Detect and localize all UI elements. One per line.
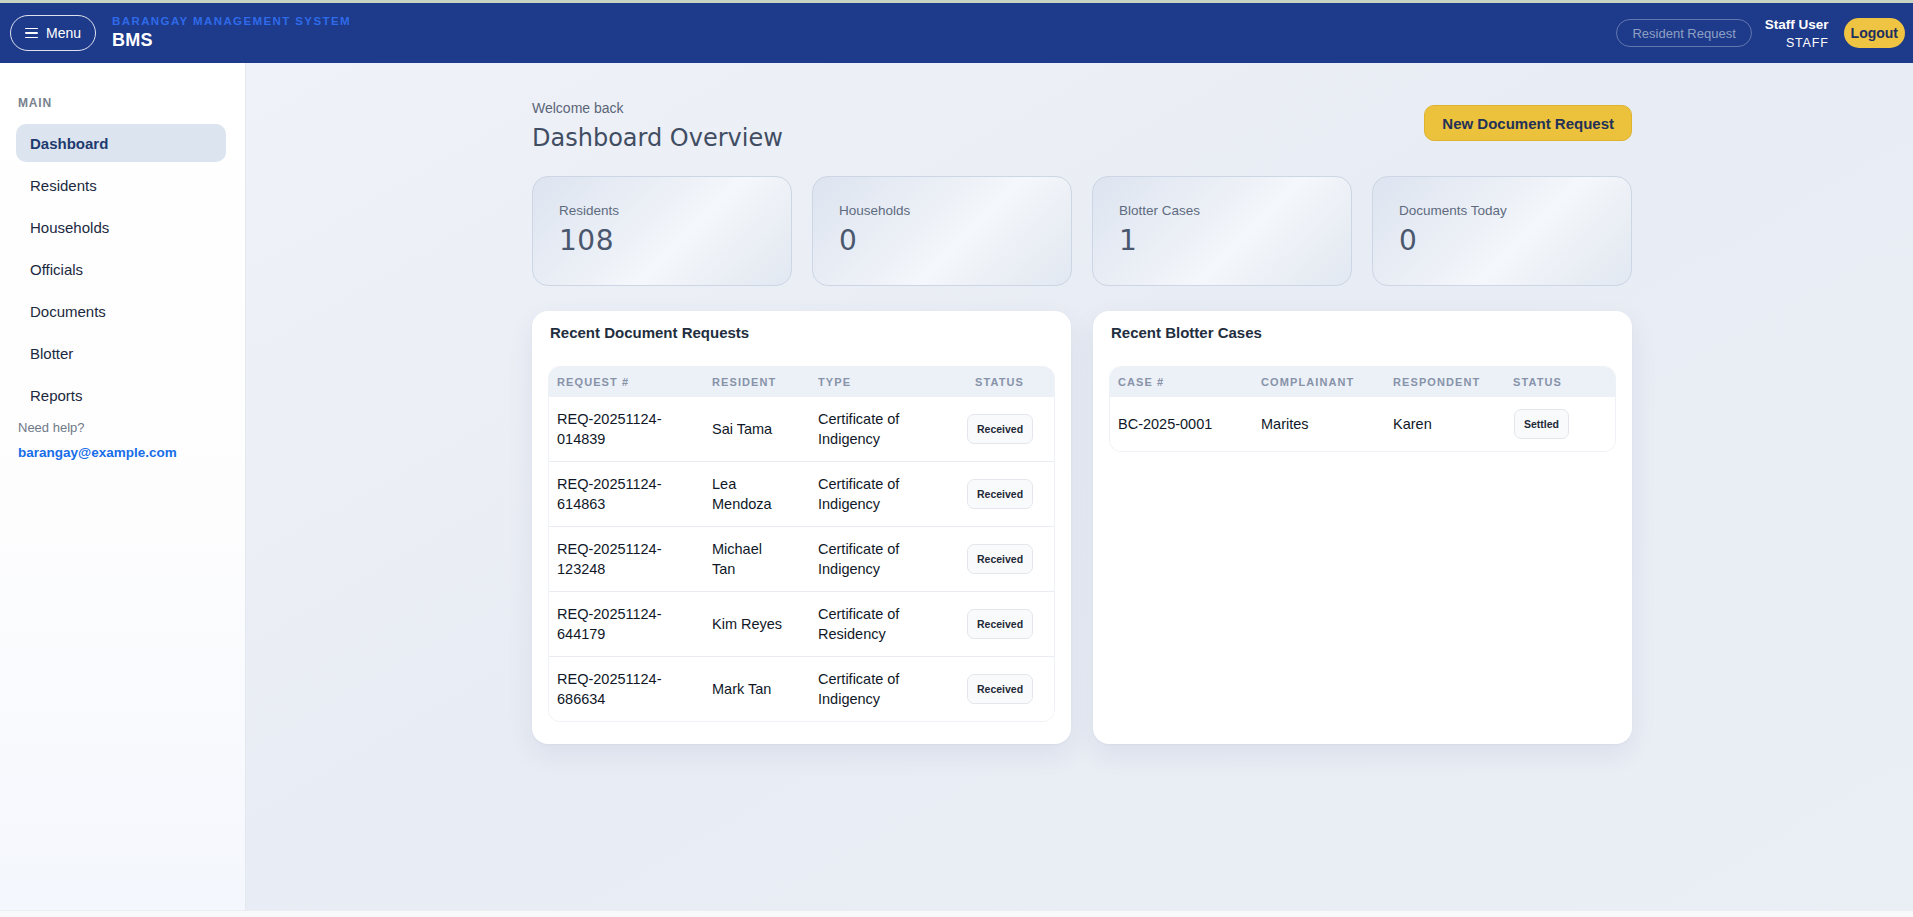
column-header: REQUEST # bbox=[549, 376, 704, 388]
stat-card-documents-today: Documents Today 0 bbox=[1372, 176, 1632, 286]
respondent-name: Karen bbox=[1385, 402, 1505, 446]
recent-document-requests-panel: Recent Document Requests REQUEST # RESID… bbox=[532, 311, 1071, 744]
table-row[interactable]: REQ-20251124-644179 Kim Reyes Certificat… bbox=[549, 591, 1054, 656]
stat-label: Blotter Cases bbox=[1119, 203, 1351, 218]
brand-title: BMS bbox=[112, 30, 351, 51]
blotter-cases-table: CASE # COMPLAINANT RESPONDENT STATUS BC-… bbox=[1109, 366, 1616, 452]
user-info: Staff User STAFF bbox=[1765, 17, 1829, 50]
sidebar-item-dashboard[interactable]: Dashboard bbox=[16, 124, 226, 162]
stat-value: 1 bbox=[1119, 224, 1351, 257]
stats-row: Residents 108 Households 0 Blotter Cases… bbox=[532, 176, 1632, 286]
sidebar-item-blotter[interactable]: Blotter bbox=[16, 334, 226, 372]
case-number: BC-2025-0001 bbox=[1110, 402, 1253, 446]
request-number: REQ-20251124-644179 bbox=[549, 592, 704, 656]
resident-request-button[interactable]: Resident Request bbox=[1616, 19, 1751, 47]
navbar-left: Menu BARANGAY MANAGEMENT SYSTEM BMS bbox=[10, 15, 351, 51]
panel-title: Recent Document Requests bbox=[550, 323, 1055, 342]
user-name: Staff User bbox=[1765, 17, 1829, 32]
request-number: REQ-20251124-614863 bbox=[549, 462, 704, 526]
resident-name: Lea Mendoza bbox=[704, 462, 810, 526]
column-header: TYPE bbox=[810, 376, 967, 388]
status-badge: Received bbox=[967, 544, 1033, 574]
recent-blotter-cases-panel: Recent Blotter Cases CASE # COMPLAINANT … bbox=[1093, 311, 1632, 744]
table-header: CASE # COMPLAINANT RESPONDENT STATUS bbox=[1110, 367, 1615, 397]
table-row[interactable]: REQ-20251124-014839 Sai Tama Certificate… bbox=[549, 397, 1054, 461]
column-header: STATUS bbox=[967, 376, 1054, 388]
resident-name: Michael Tan bbox=[704, 527, 810, 591]
request-number: REQ-20251124-123248 bbox=[549, 527, 704, 591]
menu-button[interactable]: Menu bbox=[10, 15, 96, 51]
document-type: Certificate of Indigency bbox=[810, 527, 967, 591]
help-email-link[interactable]: barangay@example.com bbox=[18, 445, 226, 460]
main-area: Welcome back Dashboard Overview New Docu… bbox=[246, 63, 1913, 910]
sidebar-item-households[interactable]: Households bbox=[16, 208, 226, 246]
menu-button-label: Menu bbox=[46, 25, 81, 41]
status-cell: Settled bbox=[1505, 397, 1615, 451]
stat-card-blotter-cases: Blotter Cases 1 bbox=[1092, 176, 1352, 286]
status-badge: Settled bbox=[1514, 409, 1569, 439]
table-header: REQUEST # RESIDENT TYPE STATUS bbox=[549, 367, 1054, 397]
request-number: REQ-20251124-686634 bbox=[549, 657, 704, 721]
stat-label: Documents Today bbox=[1399, 203, 1631, 218]
page-title: Dashboard Overview bbox=[532, 124, 783, 152]
stat-value: 0 bbox=[1399, 224, 1631, 257]
status-cell: Received bbox=[967, 467, 1054, 521]
stat-label: Households bbox=[839, 203, 1071, 218]
document-type: Certificate of Indigency bbox=[810, 397, 967, 461]
column-header: COMPLAINANT bbox=[1253, 376, 1385, 388]
document-type: Certificate of Indigency bbox=[810, 462, 967, 526]
column-header: RESPONDENT bbox=[1385, 376, 1505, 388]
stat-value: 0 bbox=[839, 224, 1071, 257]
status-badge: Received bbox=[967, 479, 1033, 509]
status-cell: Received bbox=[967, 662, 1054, 716]
panel-title: Recent Blotter Cases bbox=[1111, 323, 1616, 342]
navbar-right: Resident Request Staff User STAFF Logout bbox=[1616, 17, 1905, 50]
document-type: Certificate of Indigency bbox=[810, 657, 967, 721]
column-header: CASE # bbox=[1110, 376, 1253, 388]
sidebar-item-documents[interactable]: Documents bbox=[16, 292, 226, 330]
sidebar-section-label: MAIN bbox=[18, 96, 226, 110]
app-window: Menu BARANGAY MANAGEMENT SYSTEM BMS Resi… bbox=[0, 0, 1913, 917]
stat-card-households: Households 0 bbox=[812, 176, 1072, 286]
column-header: RESIDENT bbox=[704, 376, 810, 388]
table-row[interactable]: BC-2025-0001 Marites Karen Settled bbox=[1110, 397, 1615, 451]
status-badge: Received bbox=[967, 609, 1033, 639]
hamburger-icon bbox=[25, 28, 38, 39]
table-row[interactable]: REQ-20251124-614863 Lea Mendoza Certific… bbox=[549, 461, 1054, 526]
document-type: Certificate of Residency bbox=[810, 592, 967, 656]
new-document-request-button[interactable]: New Document Request bbox=[1424, 105, 1632, 141]
welcome-text: Welcome back bbox=[532, 100, 783, 116]
sidebar-nav: Dashboard Residents Households Officials… bbox=[16, 124, 226, 414]
window-bottom-edge bbox=[0, 910, 1913, 917]
help-text: Need help? bbox=[18, 420, 226, 435]
stat-label: Residents bbox=[559, 203, 791, 218]
status-badge: Received bbox=[967, 674, 1033, 704]
sidebar-item-residents[interactable]: Residents bbox=[16, 166, 226, 204]
resident-name: Sai Tama bbox=[704, 407, 810, 451]
top-navbar: Menu BARANGAY MANAGEMENT SYSTEM BMS Resi… bbox=[0, 3, 1913, 63]
sidebar-item-reports[interactable]: Reports bbox=[16, 376, 226, 414]
stat-value: 108 bbox=[559, 224, 791, 257]
logout-button[interactable]: Logout bbox=[1844, 18, 1905, 48]
resident-name: Kim Reyes bbox=[704, 602, 810, 646]
column-header: STATUS bbox=[1505, 376, 1615, 388]
status-badge: Received bbox=[967, 414, 1033, 444]
page-header: Welcome back Dashboard Overview New Docu… bbox=[532, 100, 1632, 152]
stat-card-residents: Residents 108 bbox=[532, 176, 792, 286]
resident-name: Mark Tan bbox=[704, 667, 810, 711]
status-cell: Received bbox=[967, 402, 1054, 456]
status-cell: Received bbox=[967, 532, 1054, 586]
table-row[interactable]: REQ-20251124-123248 Michael Tan Certific… bbox=[549, 526, 1054, 591]
brand-subtitle: BARANGAY MANAGEMENT SYSTEM bbox=[112, 15, 351, 27]
user-role: STAFF bbox=[1765, 36, 1829, 50]
document-requests-table: REQUEST # RESIDENT TYPE STATUS REQ-20251… bbox=[548, 366, 1055, 722]
table-row[interactable]: REQ-20251124-686634 Mark Tan Certificate… bbox=[549, 656, 1054, 721]
sidebar: MAIN Dashboard Residents Households Offi… bbox=[0, 63, 246, 910]
sidebar-item-officials[interactable]: Officials bbox=[16, 250, 226, 288]
complainant-name: Marites bbox=[1253, 402, 1385, 446]
brand-block: BARANGAY MANAGEMENT SYSTEM BMS bbox=[112, 15, 351, 51]
request-number: REQ-20251124-014839 bbox=[549, 397, 704, 461]
status-cell: Received bbox=[967, 597, 1054, 651]
